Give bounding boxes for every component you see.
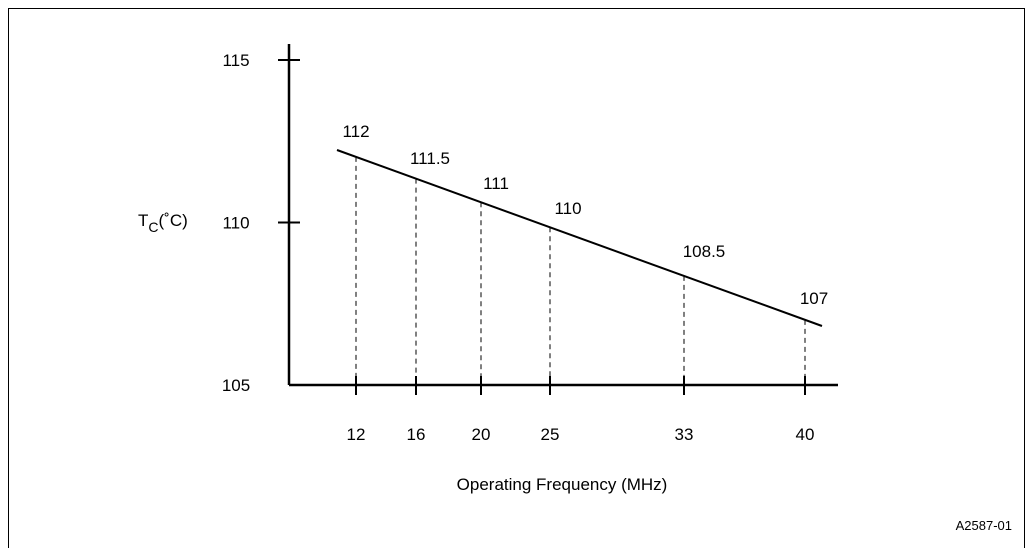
point-label: 112: [342, 122, 369, 141]
y-axis-title-unit: (˚C): [159, 211, 188, 230]
x-tick-label: 16: [407, 425, 426, 444]
y-axis-title-main: T: [138, 211, 148, 230]
y-axis-title-sub: C: [148, 219, 158, 235]
point-label: 111.5: [410, 149, 450, 168]
labels: 12 16 20 25 33 40 112 111.5 111 110 108.5 107: [342, 122, 828, 444]
point-label: 108.5: [683, 242, 726, 261]
figure-id: A2587-01: [956, 518, 1012, 533]
x-tick-label: 25: [541, 425, 560, 444]
point-label: 110: [554, 199, 581, 218]
x-tick-label: 33: [675, 425, 694, 444]
trend-line: [336, 149, 823, 327]
y-axis-title: TC(˚C): [138, 211, 188, 235]
x-tick-label: 12: [347, 425, 366, 444]
drop-lines: [355, 156, 806, 376]
trend-line-group: [336, 149, 823, 327]
axes: 105 110 115: [222, 44, 838, 395]
x-tick-label: 20: [472, 425, 491, 444]
x-axis-title: Operating Frequency (MHz): [457, 475, 668, 494]
point-label: 107: [800, 289, 828, 308]
figure-frame: [8, 8, 1025, 548]
y-tick-label: 115: [222, 51, 249, 70]
y-tick-label: 105: [222, 376, 250, 395]
point-label: 111: [483, 174, 509, 193]
y-tick-label: 110: [222, 214, 249, 233]
x-tick-label: 40: [796, 425, 815, 444]
